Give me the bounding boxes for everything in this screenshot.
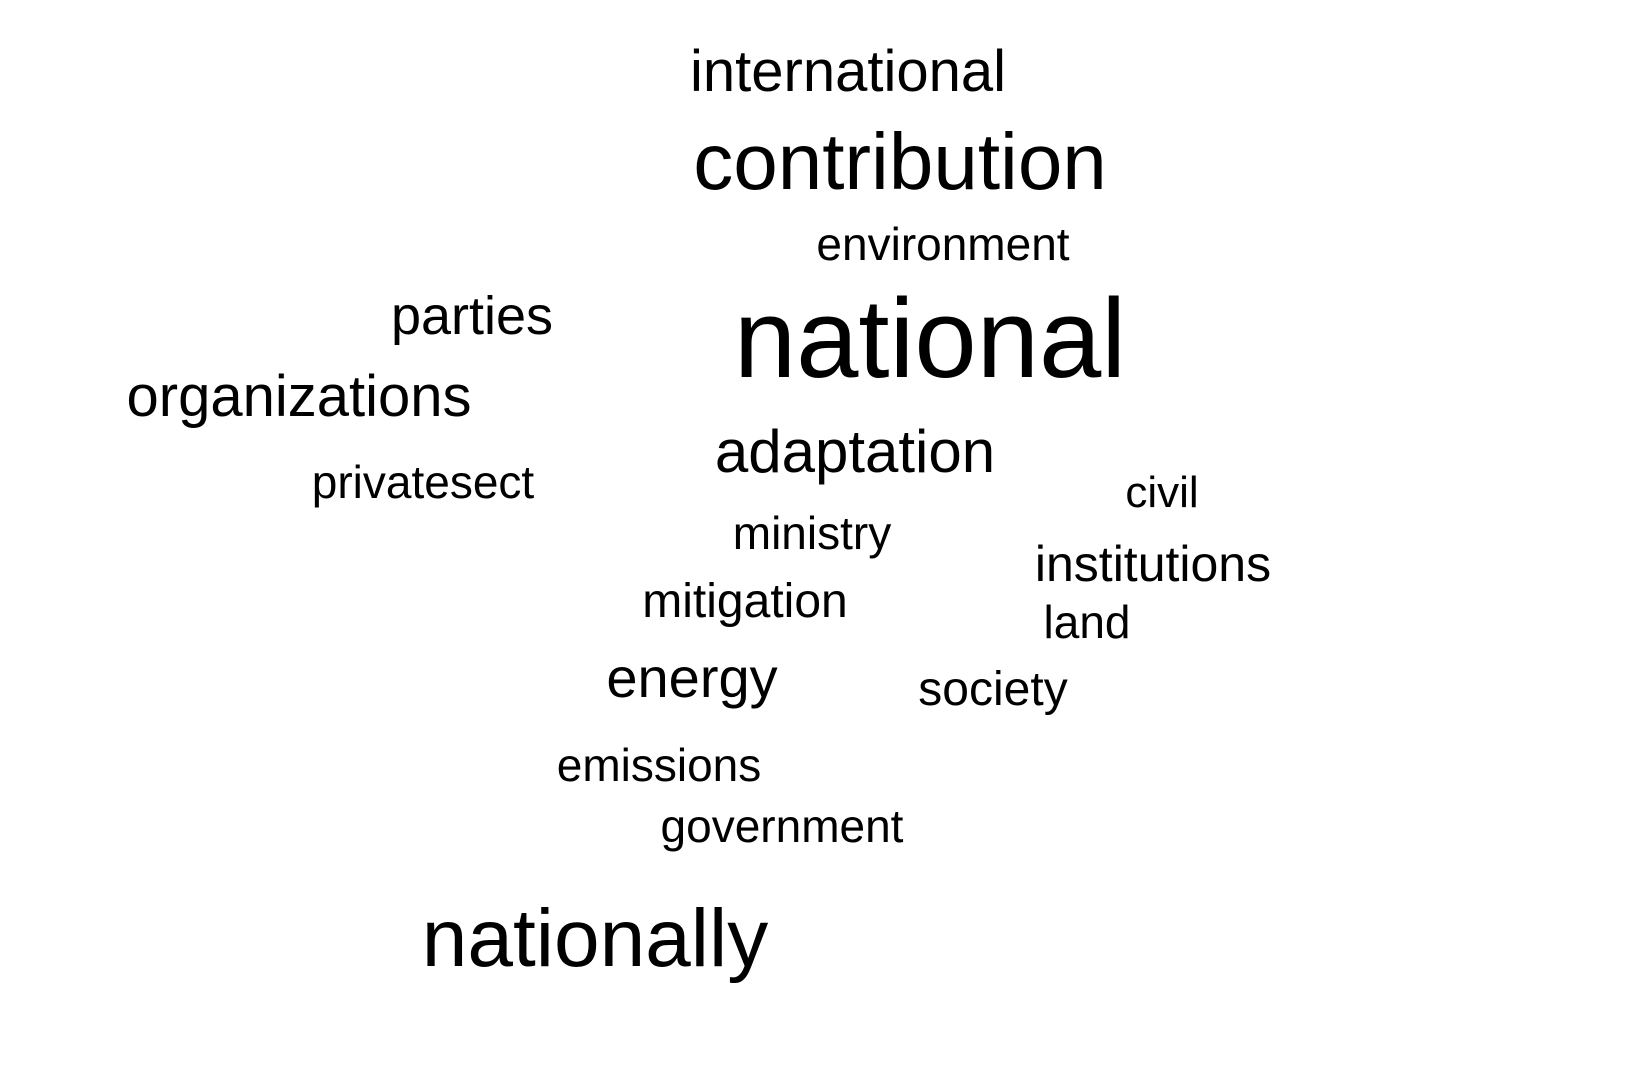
word-nationally: nationally	[421, 893, 769, 984]
word-parties: parties	[390, 286, 554, 346]
word-adaptation: adaptation	[714, 418, 996, 485]
word-mitigation: mitigation	[642, 575, 848, 628]
word-international: international	[690, 39, 1006, 104]
word-privatesect: privatesect	[311, 456, 535, 508]
word-civil: civil	[1125, 468, 1199, 517]
word-ministry: ministry	[732, 507, 892, 559]
word-energy: energy	[606, 646, 778, 709]
word-national: national	[733, 276, 1127, 401]
word-contribution: contribution	[693, 117, 1107, 206]
word-land: land	[1043, 596, 1131, 648]
word-society: society	[918, 663, 1068, 716]
word-environment: environment	[816, 218, 1070, 270]
word-government: government	[660, 800, 904, 852]
word-emissions: emissions	[556, 739, 762, 791]
word-organizations: organizations	[126, 364, 472, 429]
word-institutions: institutions	[1034, 536, 1272, 592]
